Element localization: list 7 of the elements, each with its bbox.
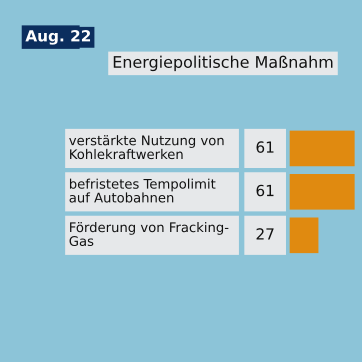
data-label: 61	[256, 141, 274, 153]
data-label: 61	[256, 184, 274, 196]
y-tick-label: verstärkte Nutzung von Kohlekraftwerken	[69, 135, 224, 160]
y-tick-label: Förderung von Fracking- Gas	[70, 222, 228, 246]
y-tick-label: befristetes Tempolimit auf Autobahnen	[70, 178, 216, 203]
chart-subtitle: Energiepolitische Maßnahm	[114, 56, 332, 72]
data-label: 27	[256, 228, 274, 240]
